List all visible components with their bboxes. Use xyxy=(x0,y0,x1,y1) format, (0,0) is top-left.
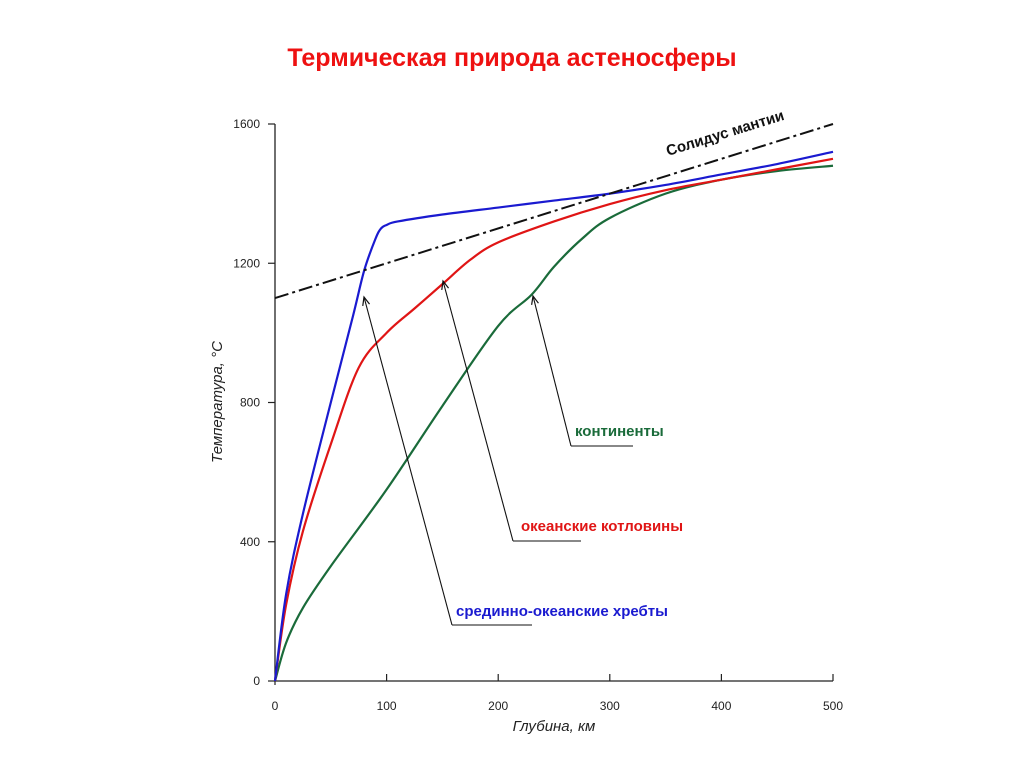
basins-label: океанские котловины xyxy=(521,518,683,535)
x-tick-label: 300 xyxy=(600,699,620,713)
x-axis-title: Глубина, км xyxy=(513,718,596,735)
x-tick-label: 0 xyxy=(272,699,279,713)
annotations: континенты океанские котловины срединно-ок… xyxy=(362,107,786,626)
continents-label: континенты xyxy=(575,423,664,440)
x-tick-label: 100 xyxy=(377,699,397,713)
x-tick-label: 200 xyxy=(488,699,508,713)
solidus-line xyxy=(274,123,834,300)
chart-title: Термическая природа астеносферы xyxy=(287,44,737,72)
arrow-head-icon xyxy=(441,279,450,290)
basins-arrow xyxy=(442,280,514,542)
arrow-head-icon xyxy=(531,294,539,305)
y-tick-label: 800 xyxy=(240,396,260,410)
basins-curve xyxy=(273,157,834,682)
y-tick-label: 400 xyxy=(240,535,260,549)
ridges-label: срединно-океанские хребты xyxy=(456,603,668,620)
x-tick-label: 400 xyxy=(711,699,731,713)
x-tick-label: 500 xyxy=(823,699,843,713)
solidus-label: Солидус мантии xyxy=(664,107,786,160)
arrow-head-icon xyxy=(362,295,371,306)
y-axis-title: Температура, °С xyxy=(209,341,226,463)
ridges-curve xyxy=(273,150,834,682)
continents-arrow xyxy=(532,295,572,447)
axes: 0 400 800 1200 1600 0 100 200 300 400 500 Глубина, … xyxy=(209,117,843,735)
y-tick-label: 1200 xyxy=(233,256,260,270)
y-tick-label: 0 xyxy=(253,674,260,688)
y-tick-label: 1600 xyxy=(233,117,260,131)
ridges-arrow xyxy=(363,296,453,626)
curves xyxy=(273,123,834,682)
